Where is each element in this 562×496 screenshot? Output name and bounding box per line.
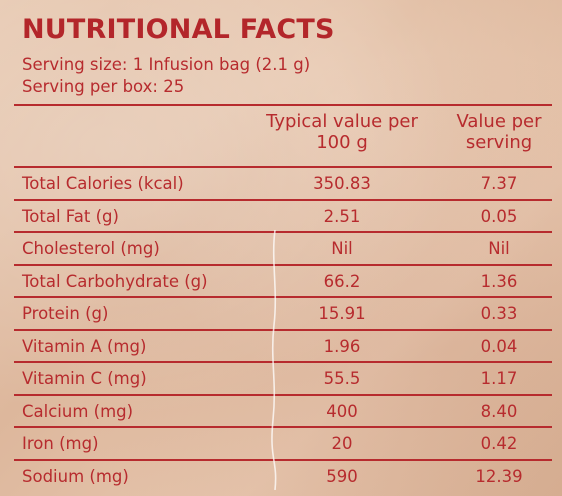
table-row: Vitamin C (mg) 55.5 1.17 <box>14 363 552 396</box>
value-per-serving: 12.39 <box>475 466 523 486</box>
nutrition-table: Typical value per 100 g Value per servin… <box>14 104 552 491</box>
table-header: Typical value per 100 g Value per servin… <box>14 106 552 168</box>
value-per-100g: 20 <box>331 434 353 453</box>
value-per-100g: 55.5 <box>323 369 361 388</box>
table-row: Vitamin A (mg) 1.96 0.04 <box>14 331 552 363</box>
column-header-per-serving: Value per serving <box>446 111 552 153</box>
table-row: Total Carbohydrate (g) 66.2 1.36 <box>14 266 552 298</box>
column-header-per-100g: Typical value per 100 g <box>232 111 452 153</box>
column-header-per-100g-line1: Typical value per <box>266 111 418 132</box>
nutrient-label: Total Calories (kcal) <box>22 174 184 193</box>
nutrient-label: Calcium (mg) <box>22 401 134 421</box>
value-per-serving: Nil <box>488 239 510 258</box>
value-per-serving: 0.04 <box>480 336 518 356</box>
value-per-serving: 0.33 <box>480 304 518 323</box>
value-per-100g: 66.2 <box>323 271 361 291</box>
value-per-100g: 590 <box>326 466 358 486</box>
value-per-serving: 0.42 <box>480 434 518 453</box>
nutrient-label: Cholesterol (mg) <box>22 239 160 258</box>
column-header-per-100g-line2: 100 g <box>316 132 368 153</box>
table-row: Iron (mg) 20 0.42 <box>14 428 552 461</box>
value-per-100g: 400 <box>326 401 358 421</box>
paper-crease <box>271 230 277 490</box>
nutrient-label: Vitamin C (mg) <box>22 369 147 388</box>
table-row: Total Calories (kcal) 350.83 7.37 <box>14 168 552 201</box>
serving-size: Serving size: 1 Infusion bag (2.1 g) <box>22 55 311 74</box>
nutrient-label: Sodium (mg) <box>22 466 129 486</box>
nutrient-label: Vitamin A (mg) <box>22 336 147 356</box>
nutrient-label: Iron (mg) <box>22 434 99 453</box>
value-per-serving: 7.37 <box>480 174 518 193</box>
table-row: Cholesterol (mg) Nil Nil <box>14 233 552 266</box>
value-per-serving: 8.40 <box>480 401 518 421</box>
column-header-per-serving-line1: Value per <box>456 111 542 132</box>
value-per-100g: 1.96 <box>323 336 361 356</box>
value-per-100g: 2.51 <box>323 206 361 226</box>
servings-per-box: Serving per box: 25 <box>22 77 185 96</box>
value-per-100g: Nil <box>331 239 353 258</box>
value-per-serving: 1.17 <box>480 369 518 388</box>
table-row: Calcium (mg) 400 8.40 <box>14 396 552 428</box>
value-per-100g: 15.91 <box>318 304 366 323</box>
table-row: Protein (g) 15.91 0.33 <box>14 298 552 331</box>
table-row: Total Fat (g) 2.51 0.05 <box>14 201 552 233</box>
value-per-serving: 1.36 <box>480 271 518 291</box>
nutrient-label: Protein (g) <box>22 304 109 323</box>
nutrient-label: Total Fat (g) <box>22 206 119 226</box>
value-per-100g: 350.83 <box>313 174 371 193</box>
table-row: Sodium (mg) 590 12.39 <box>14 461 552 492</box>
nutrient-label: Total Carbohydrate (g) <box>22 271 208 291</box>
value-per-serving: 0.05 <box>480 206 518 226</box>
column-header-per-serving-line2: serving <box>465 132 533 153</box>
page-title: NUTRITIONAL FACTS <box>22 14 335 45</box>
